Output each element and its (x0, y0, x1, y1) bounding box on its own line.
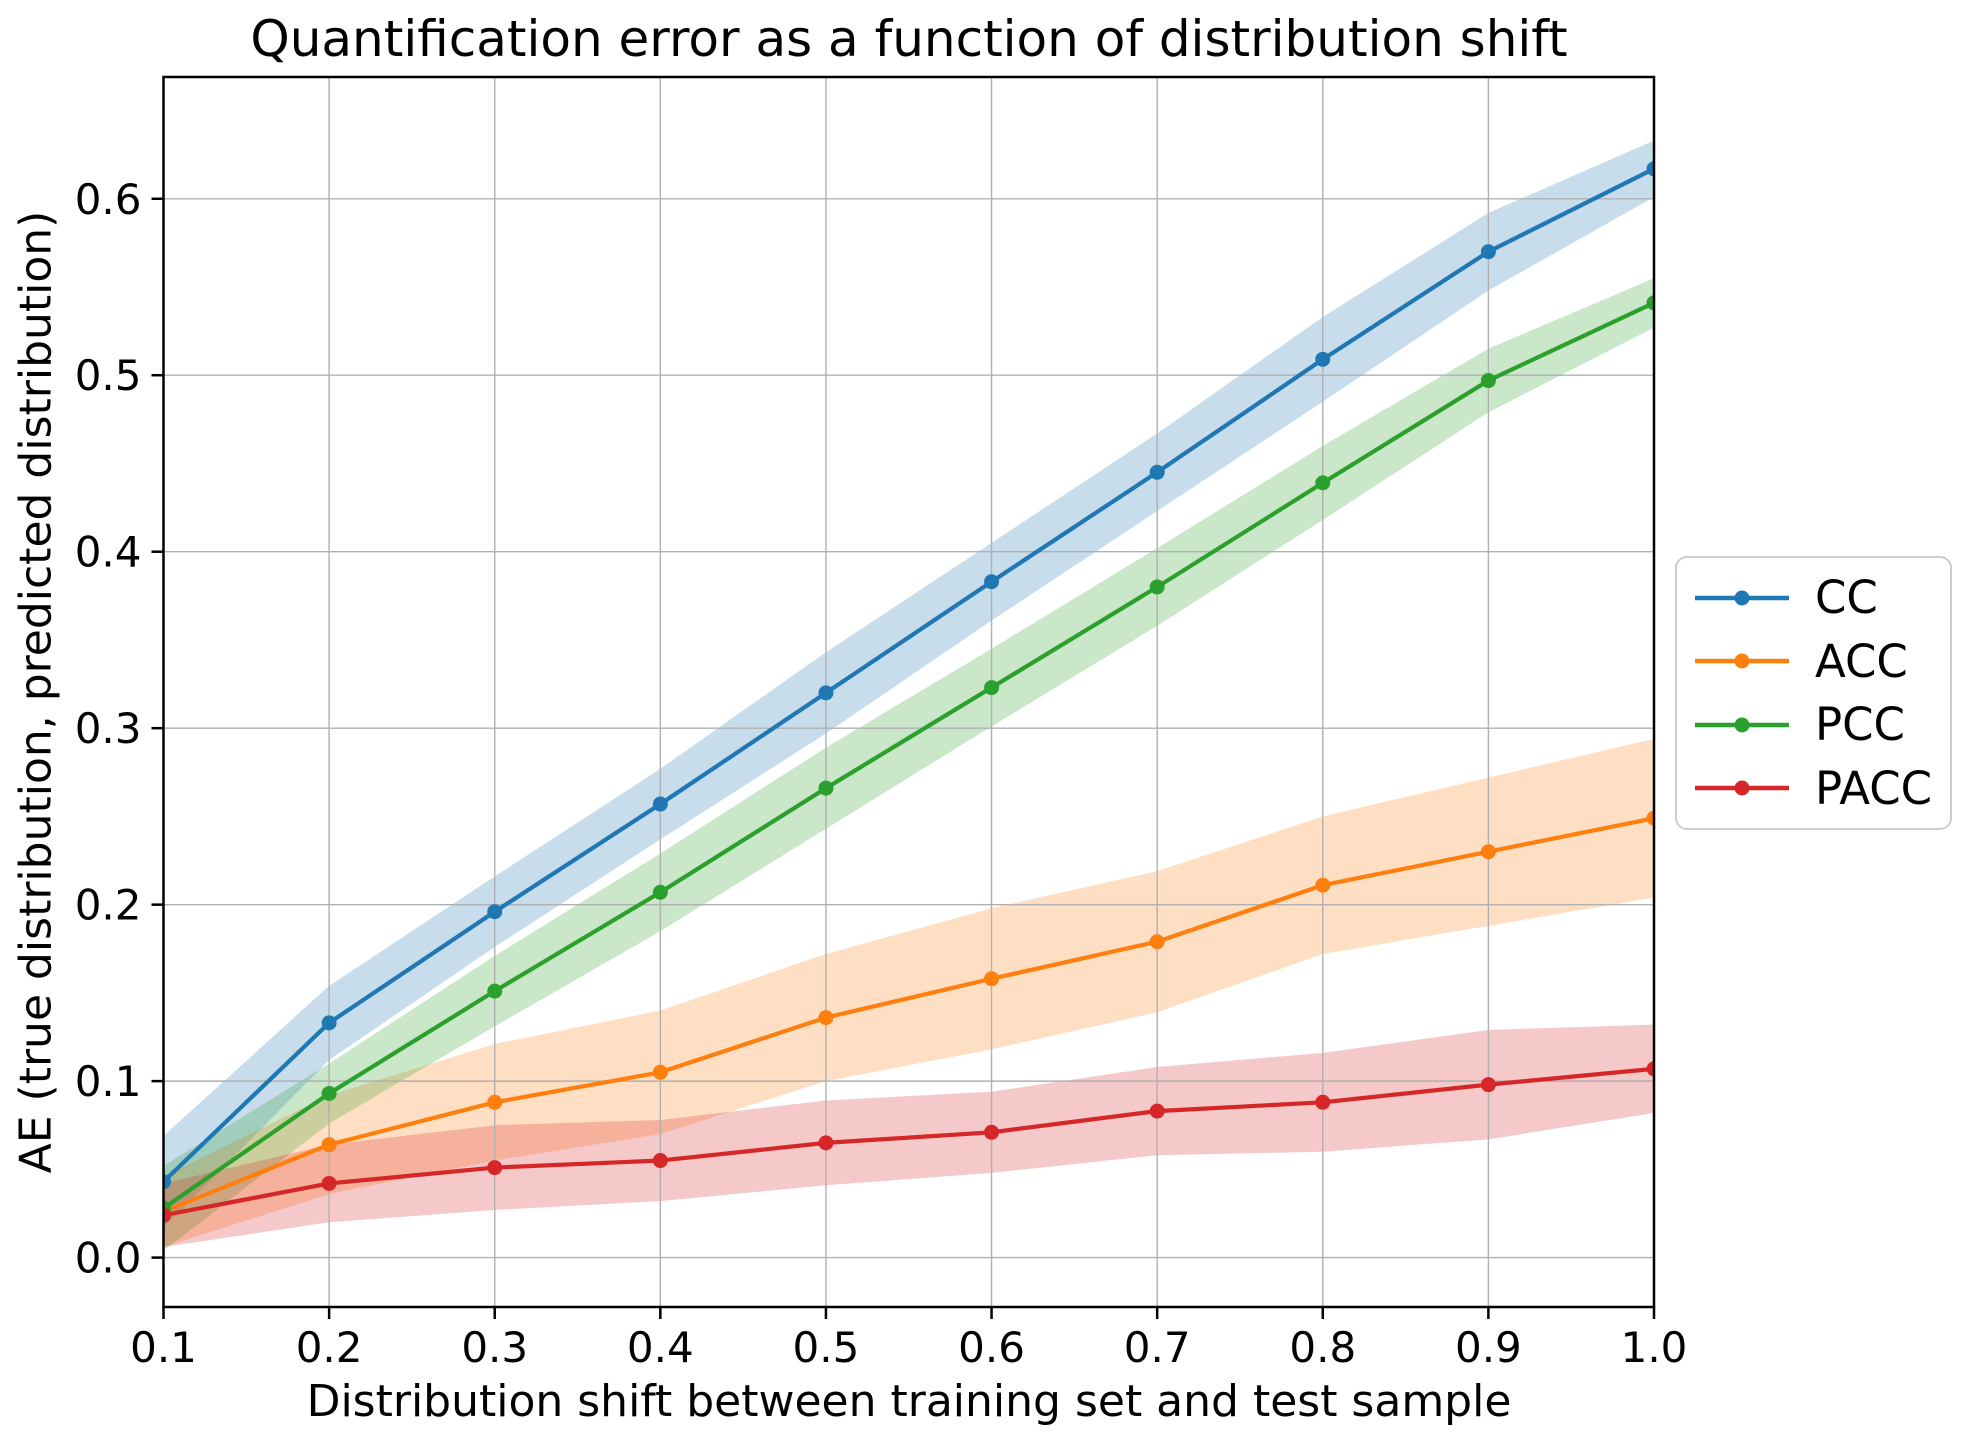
x-tick-label: 0.7 (1124, 1323, 1191, 1372)
marker-PACC (984, 1124, 1000, 1140)
legend-item-cc: CC (1695, 575, 1950, 620)
band-PCC (163, 278, 1654, 1251)
y-axis-label: AE (true distribution, predicted distrib… (10, 210, 62, 1174)
marker-ACC (652, 1064, 668, 1080)
line-PCC (163, 300, 1654, 1211)
legend-swatch-cc (1695, 590, 1789, 606)
y-tick-label: 0.4 (75, 528, 142, 577)
marker-PACC (1315, 1094, 1331, 1110)
marker-ACC (487, 1094, 503, 1110)
x-tick-label: 0.8 (1289, 1323, 1356, 1372)
x-tick-label: 0.2 (296, 1323, 363, 1372)
marker-PACC (652, 1153, 668, 1169)
band-CC (163, 140, 1654, 1228)
marker-PACC (1480, 1077, 1496, 1093)
marker-CC (321, 1015, 337, 1031)
marker-PCC (984, 680, 1000, 696)
marker-PCC (818, 780, 834, 796)
marker-PCC (321, 1085, 337, 1101)
marker-ACC (321, 1137, 337, 1153)
marker-CC (487, 904, 503, 920)
y-tick-label: 0.0 (75, 1234, 142, 1283)
marker-ACC (1480, 844, 1496, 860)
tick-marks (151, 197, 1656, 1319)
marker-PCC (1315, 475, 1331, 491)
marker-PACC (818, 1135, 834, 1151)
x-tick-label: 0.5 (793, 1323, 860, 1372)
confidence-bands (163, 140, 1654, 1251)
marker-PACC (1646, 1061, 1654, 1077)
legend-swatch-pacc (1695, 780, 1789, 796)
marker-CC (984, 574, 1000, 590)
marker-PCC (487, 983, 503, 999)
legend-swatch-acc (1695, 653, 1789, 669)
chart-title: Quantification error as a function of di… (250, 10, 1568, 68)
legend-item-acc: ACC (1695, 639, 1950, 684)
y-tick-label: 0.5 (75, 351, 142, 400)
y-tick-label: 0.6 (75, 175, 142, 224)
x-tick-label: 0.1 (130, 1323, 197, 1372)
legend-label-pcc: PCC (1815, 698, 1905, 752)
marker-CC (1149, 464, 1165, 480)
marker-ACC (1315, 877, 1331, 893)
marker-CC (163, 1174, 171, 1190)
marker-CC (652, 796, 668, 812)
marker-PACC (321, 1175, 337, 1191)
marker-PACC (487, 1160, 503, 1176)
x-tick-label: 0.3 (461, 1323, 528, 1372)
marker-ACC (1646, 810, 1654, 826)
band-ACC (163, 738, 1654, 1247)
marker-ACC (984, 971, 1000, 987)
x-tick-label: 0.6 (958, 1323, 1025, 1372)
marker-PCC (1149, 579, 1165, 595)
legend-label-pacc: PACC (1815, 761, 1933, 815)
marker-ACC (818, 1010, 834, 1026)
series-lines (163, 161, 1654, 1223)
line-PACC (163, 1066, 1654, 1218)
legend-label-cc: CC (1815, 571, 1878, 625)
line-ACC (163, 816, 1654, 1214)
tick-labels: 0.1 0.2 0.3 0.4 0.5 0.6 0.7 0.8 0.9 1.0 0.0 0.1 0.2 0… (75, 175, 1688, 1372)
legend-item-pacc: PACC (1695, 766, 1950, 811)
x-tick-label: 0.9 (1455, 1323, 1522, 1372)
marker-PACC (1149, 1103, 1165, 1119)
x-axis-label: Distribution shift between training set … (306, 1376, 1512, 1427)
marker-CC (1315, 351, 1331, 367)
plot-border (162, 75, 1656, 1309)
marker-PACC (163, 1207, 171, 1223)
x-tick-label: 0.4 (627, 1323, 694, 1372)
x-tick-label: 1.0 (1621, 1323, 1688, 1372)
line-CC (163, 166, 1654, 1184)
marker-PCC (652, 884, 668, 900)
marker-PCC (1646, 295, 1654, 311)
marker-CC (1480, 244, 1496, 260)
y-tick-label: 0.1 (75, 1057, 142, 1106)
legend-swatch-pcc (1695, 717, 1789, 733)
marker-CC (1646, 161, 1654, 177)
legend: CC ACC PCC PACC (1675, 556, 1952, 830)
legend-item-pcc: PCC (1695, 702, 1950, 747)
marker-ACC (1149, 934, 1165, 950)
legend-label-acc: ACC (1815, 634, 1908, 688)
y-tick-label: 0.3 (75, 704, 142, 753)
marker-PCC (1480, 373, 1496, 389)
marker-CC (818, 685, 834, 701)
y-tick-label: 0.2 (75, 881, 142, 930)
